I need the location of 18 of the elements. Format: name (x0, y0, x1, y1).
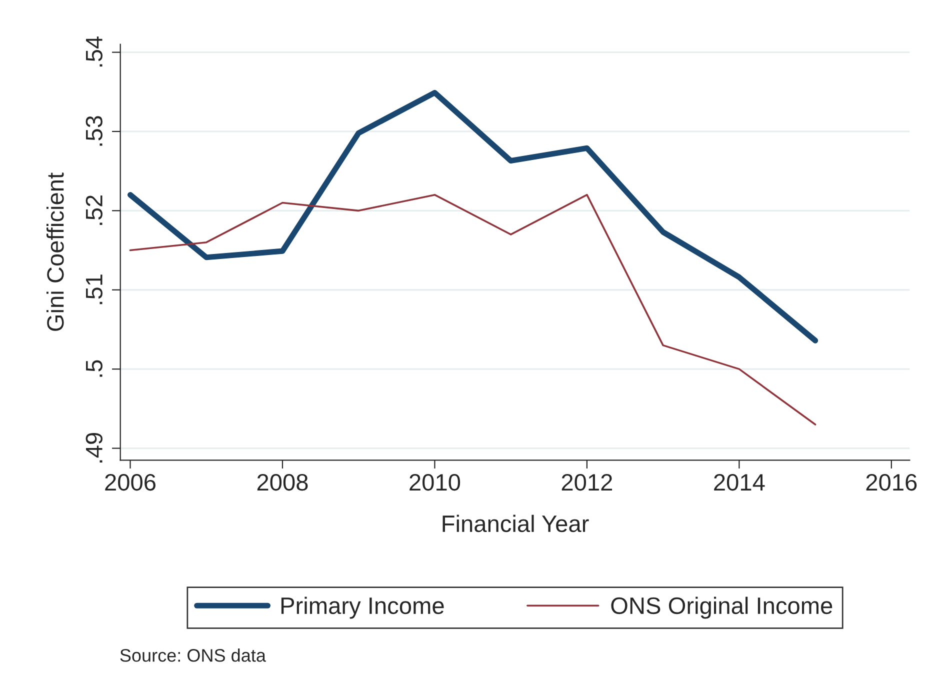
legend-label: ONS Original Income (611, 596, 832, 619)
x-tick-label: 2008 (257, 474, 308, 491)
y-tick-label: .52 (86, 195, 102, 225)
y-tick-label: .51 (86, 274, 102, 304)
x-tick-label: 2010 (410, 474, 460, 491)
x-axis-title: Financial Year (442, 514, 589, 532)
y-tick-label: .53 (86, 116, 102, 146)
line-series (129, 194, 816, 426)
x-tick-label: 2014 (714, 474, 765, 491)
y-tick-label: .5 (86, 360, 102, 377)
x-tick-label: 2016 (866, 474, 917, 491)
y-tick-label: .49 (86, 432, 102, 463)
source-note: Source: ONS data (120, 648, 266, 662)
x-tick-label: 2012 (562, 474, 612, 491)
y-axis-title: Gini Coefficient (46, 172, 64, 331)
y-tick-label: .54 (86, 36, 102, 67)
x-tick-label: 2006 (105, 474, 156, 491)
legend-label: Primary Income (281, 596, 444, 619)
